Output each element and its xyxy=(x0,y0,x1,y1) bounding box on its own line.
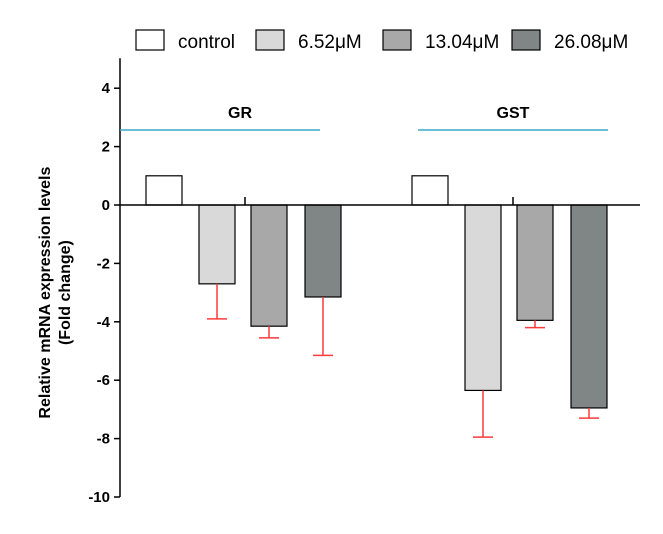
bar xyxy=(570,204,608,409)
legend-swatch xyxy=(255,29,285,51)
y-tick-label: 4 xyxy=(102,80,111,97)
y-axis: 4 2 0 -2 -4 -6 -8 -10 xyxy=(88,58,121,506)
y-axis-title: Relative mRNA expression levels xyxy=(37,167,54,419)
bar xyxy=(198,204,236,285)
group-label: GST xyxy=(497,105,530,122)
bar xyxy=(464,204,502,392)
y-tick-label: -8 xyxy=(97,431,110,448)
bar xyxy=(304,204,342,298)
y-tick-label: -10 xyxy=(88,489,110,506)
legend-swatch xyxy=(382,29,412,51)
bars xyxy=(145,175,608,409)
y-tick-label: -4 xyxy=(97,314,111,331)
legend-label: 26.08μM xyxy=(554,32,628,53)
bar xyxy=(145,175,183,206)
bar xyxy=(411,175,449,206)
legend-label: 13.04μM xyxy=(425,32,499,53)
legend-label: 6.52μM xyxy=(298,32,362,53)
legend-swatch xyxy=(511,29,541,51)
legend-swatch xyxy=(135,29,165,51)
y-tick-label: -2 xyxy=(97,255,110,272)
legend-label: control xyxy=(178,32,235,53)
y-tick-label: -6 xyxy=(97,372,110,389)
bar xyxy=(516,204,554,321)
y-tick-label: 2 xyxy=(102,139,110,156)
y-axis-subtitle: (Fold change) xyxy=(57,240,74,345)
error-bars xyxy=(207,283,599,438)
x-axis xyxy=(120,197,640,206)
y-tick-label: 0 xyxy=(102,197,110,214)
group-label: GR xyxy=(228,105,252,122)
legend: control 6.52μM 13.04μM 26.08μM xyxy=(135,29,628,53)
group-lines: GR GST xyxy=(120,105,608,131)
bar xyxy=(250,204,288,327)
